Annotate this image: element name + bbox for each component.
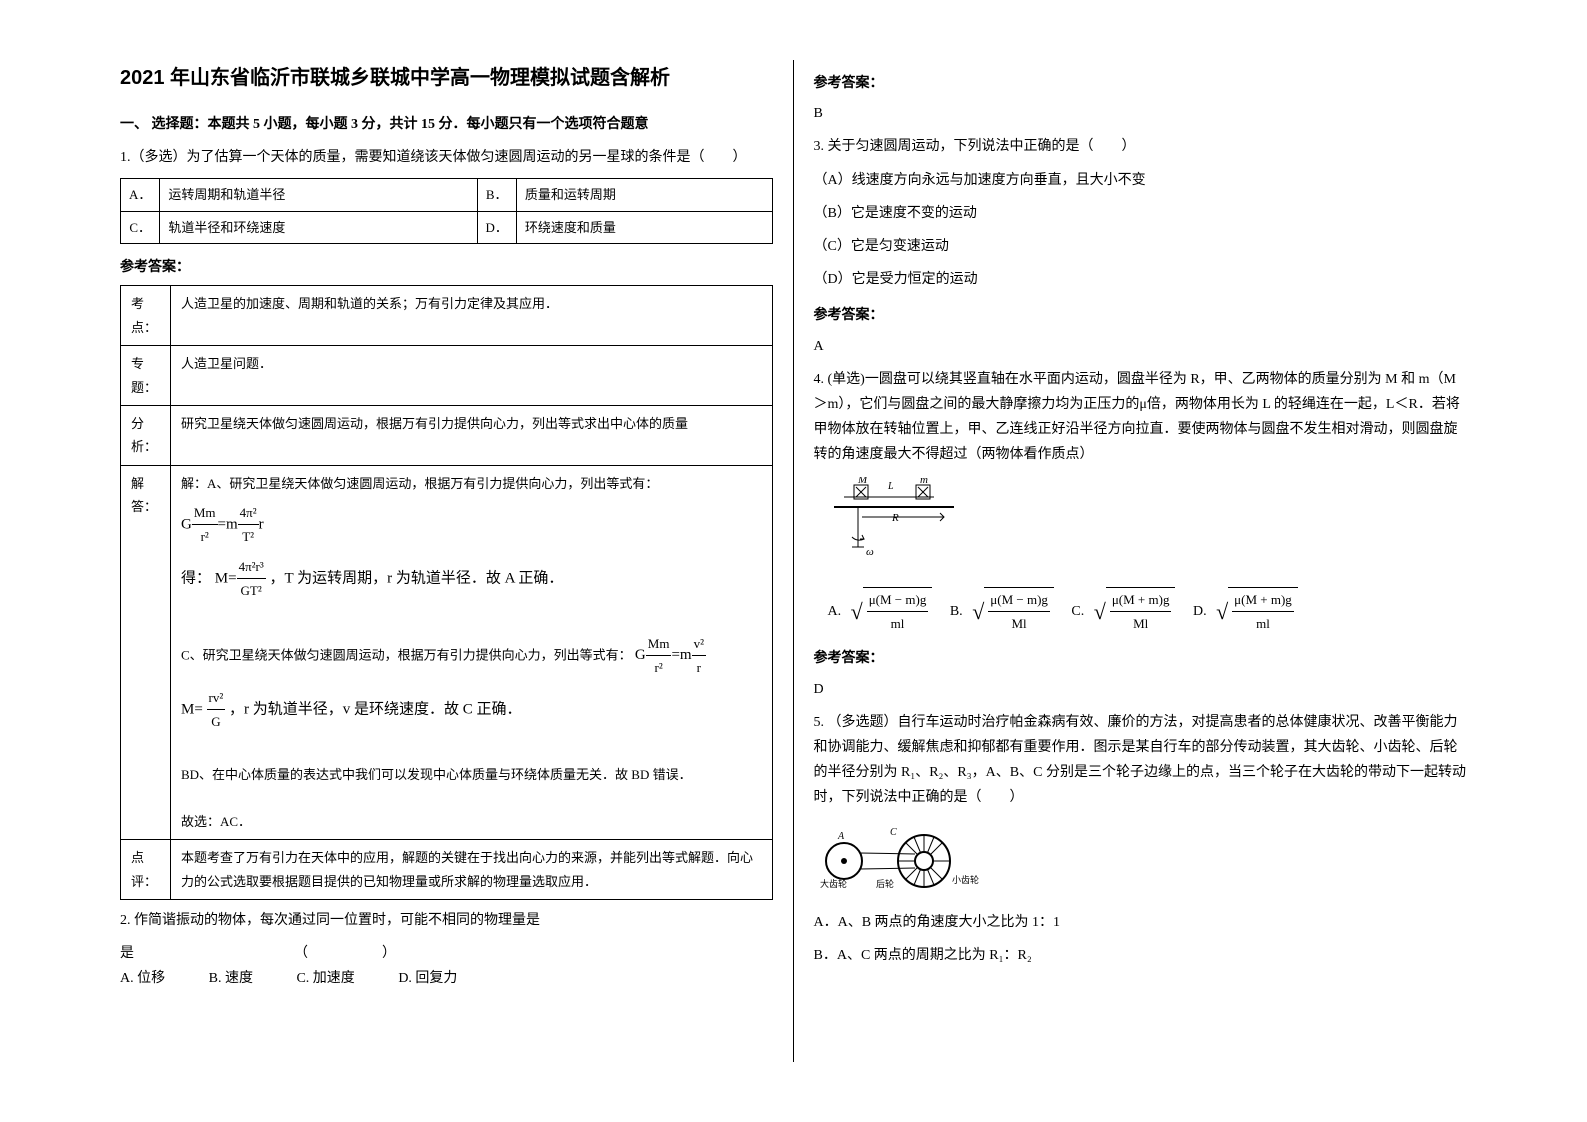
opt-text: 轨道半径和环绕速度 (160, 211, 477, 243)
svg-text:L: L (887, 481, 894, 492)
q2-options: A. 位移 B. 速度 C. 加速度 D. 回复力 (120, 966, 773, 991)
row-key: 专题： (121, 346, 171, 406)
row-val: 解：A、研究卫星绕天体做匀速圆周运动，根据万有引力提供向心力，列出等式有： GM… (171, 465, 773, 839)
opt-b: B. 速度 (209, 966, 253, 991)
table-row: 分析： 研究卫星绕天体做匀速圆周运动，根据万有引力提供向心力，列出等式求出中心体… (121, 405, 773, 465)
row-val: 人造卫星问题． (171, 346, 773, 406)
opt-text: 运转周期和轨道半径 (160, 179, 477, 211)
den: ml (1232, 612, 1294, 635)
formula: M= rv²G ，r 为轨道半径，v 是环绕速度．故 C 正确． (181, 686, 762, 734)
sqrt-icon (1094, 604, 1106, 619)
solution-line: ，r 为轨道半径，v 是环绕速度．故 C 正确． (229, 701, 522, 717)
formula: 得： M=4π²r³GT² ，T 为运转周期，r 为轨道半径．故 A 正确． (181, 555, 762, 603)
q5-opt-b: B．A、C 两点的周期之比为 R₁：R₂ (814, 943, 1468, 968)
q4-stem: 4. (单选)一圆盘可以绕其竖直轴在水平面内运动，圆盘半径为 R，甲、乙两物体的… (814, 367, 1468, 468)
opt-label: A． (121, 179, 160, 211)
text: C、研究卫星绕天体做匀速圆周运动，根据万有引力提供向心力，列出等式有： (181, 647, 632, 662)
table-row: 解答： 解：A、研究卫星绕天体做匀速圆周运动，根据万有引力提供向心力，列出等式有… (121, 465, 773, 839)
q5-diagram: A C 大齿轮 后轮 小齿轮 (814, 821, 1468, 900)
row-key: 解答： (121, 465, 171, 839)
den: Ml (988, 612, 1050, 635)
svg-text:R: R (891, 512, 899, 524)
row-val: 本题考查了万有引力在天体中的应用，解题的关键在于找出向心力的来源，并能列出等式解… (171, 840, 773, 900)
svg-text:m: m (920, 477, 928, 486)
q3-opt-c: （C）它是匀变速运动 (814, 234, 1468, 259)
solution-line: BD、在中心体质量的表达式中我们可以发现中心体质量与环绕体质量无关．故 BD 错… (181, 763, 762, 786)
solution-line: C、研究卫星绕天体做匀速圆周运动，根据万有引力提供向心力，列出等式有： GMmr… (181, 632, 762, 680)
answer-label: 参考答案： (120, 254, 773, 279)
opt-label: D. (1193, 604, 1207, 619)
bicycle-gears-icon: A C 大齿轮 后轮 小齿轮 (814, 821, 984, 891)
row-key: 点评： (121, 840, 171, 900)
num: μ(M + m)g (1232, 588, 1294, 612)
right-column: 参考答案： B 3. 关于匀速圆周运动，下列说法中正确的是（ ） （A）线速度方… (794, 60, 1488, 1062)
q1-analysis-table: 考点： 人造卫星的加速度、周期和轨道的关系；万有引力定律及其应用． 专题： 人造… (120, 285, 773, 900)
q4-answer: D (814, 677, 1468, 702)
q5-stem: 5. （多选题）自行车运动时治疗帕金森病有效、廉价的方法，对提高患者的总体健康状… (814, 710, 1468, 811)
solution-line: 解：A、研究卫星绕天体做匀速圆周运动，根据万有引力提供向心力，列出等式有： (181, 472, 762, 495)
q4-options: A. μ(M − m)gml B. μ(M − m)gMl C. μ(M + m… (814, 587, 1468, 636)
q3-opt-b: （B）它是速度不变的运动 (814, 201, 1468, 226)
den: ml (867, 612, 929, 635)
opt-label: B. (950, 604, 963, 619)
q3-answer: A (814, 334, 1468, 359)
svg-text:M: M (857, 477, 868, 486)
paren: （ ） (294, 946, 404, 961)
solution-line: ，T 为运转周期，r 为轨道半径．故 A 正确． (270, 570, 564, 586)
page-title: 2021 年山东省临沂市联城乡联城中学高一物理模拟试题含解析 (120, 60, 773, 96)
formula: GMmr²=mv²r (635, 647, 706, 663)
turntable-icon: M m L R ω (814, 477, 974, 567)
row-key: 考点： (121, 286, 171, 346)
table-row: C． 轨道半径和环绕速度 D． 环绕速度和质量 (121, 211, 773, 243)
opt-a: A. 位移 (120, 966, 165, 991)
q1-options-table: A． 运转周期和轨道半径 B． 质量和运转周期 C． 轨道半径和环绕速度 D． … (120, 178, 773, 244)
svg-text:C: C (890, 827, 897, 838)
row-key: 分析： (121, 405, 171, 465)
sqrt-icon (1216, 604, 1228, 619)
opt-label: C． (121, 211, 160, 243)
q2-line2: 是（ ） (120, 941, 773, 966)
row-val: 人造卫星的加速度、周期和轨道的关系；万有引力定律及其应用． (171, 286, 773, 346)
label-rear-wheel: 后轮 (876, 878, 894, 889)
formula: GMmr²=m4π²T²r (181, 501, 762, 549)
label-big-gear: 大齿轮 (820, 878, 847, 889)
answer-label: 参考答案： (814, 645, 1468, 670)
section-1-heading: 一、 选择题：本题共 5 小题，每小题 3 分，共计 15 分．每小题只有一个选… (120, 112, 773, 137)
num: μ(M + m)g (1110, 588, 1172, 612)
q3-stem: 3. 关于匀速圆周运动，下列说法中正确的是（ ） (814, 134, 1468, 159)
q4-diagram: M m L R ω (814, 477, 1468, 576)
table-row: 专题： 人造卫星问题． (121, 346, 773, 406)
opt-text: 质量和运转周期 (516, 179, 772, 211)
opt-d: D. 回复力 (398, 966, 457, 991)
label-small-gear: 小齿轮 (952, 874, 979, 885)
svg-text:A: A (837, 831, 845, 842)
q2-answer: B (814, 101, 1468, 126)
num: μ(M − m)g (867, 588, 929, 612)
solution-line: 故选：AC． (181, 810, 762, 833)
opt-c: C. 加速度 (296, 966, 354, 991)
left-column: 2021 年山东省临沂市联城乡联城中学高一物理模拟试题含解析 一、 选择题：本题… (100, 60, 794, 1062)
solution-line: 得： (181, 570, 211, 586)
q3-opt-a: （A）线速度方向永远与加速度方向垂直，且大小不变 (814, 168, 1468, 193)
num: μ(M − m)g (988, 588, 1050, 612)
q3-opt-d: （D）它是受力恒定的运动 (814, 267, 1468, 292)
opt-label: D． (477, 211, 516, 243)
opt-label: B． (477, 179, 516, 211)
sqrt-icon (851, 604, 863, 619)
answer-label: 参考答案： (814, 302, 1468, 327)
q5-opt-a: A．A、B 两点的角速度大小之比为 1：1 (814, 910, 1468, 935)
q2-stem: 2. 作简谐振动的物体，每次通过同一位置时，可能不相同的物理量是 (120, 908, 773, 933)
opt-label: A. (828, 604, 842, 619)
den: Ml (1110, 612, 1172, 635)
sqrt-icon (972, 604, 984, 619)
table-row: 点评： 本题考查了万有引力在天体中的应用，解题的关键在于找出向心力的来源，并能列… (121, 840, 773, 900)
table-row: A． 运转周期和轨道半径 B． 质量和运转周期 (121, 179, 773, 211)
table-row: 考点： 人造卫星的加速度、周期和轨道的关系；万有引力定律及其应用． (121, 286, 773, 346)
q1-stem: 1.（多选）为了估算一个天体的质量，需要知道绕该天体做匀速圆周运动的另一星球的条… (120, 145, 773, 170)
svg-text:ω: ω (866, 546, 874, 558)
answer-label: 参考答案： (814, 70, 1468, 95)
opt-text: 环绕速度和质量 (516, 211, 772, 243)
opt-label: C. (1071, 604, 1084, 619)
row-val: 研究卫星绕天体做匀速圆周运动，根据万有引力提供向心力，列出等式求出中心体的质量 (171, 405, 773, 465)
